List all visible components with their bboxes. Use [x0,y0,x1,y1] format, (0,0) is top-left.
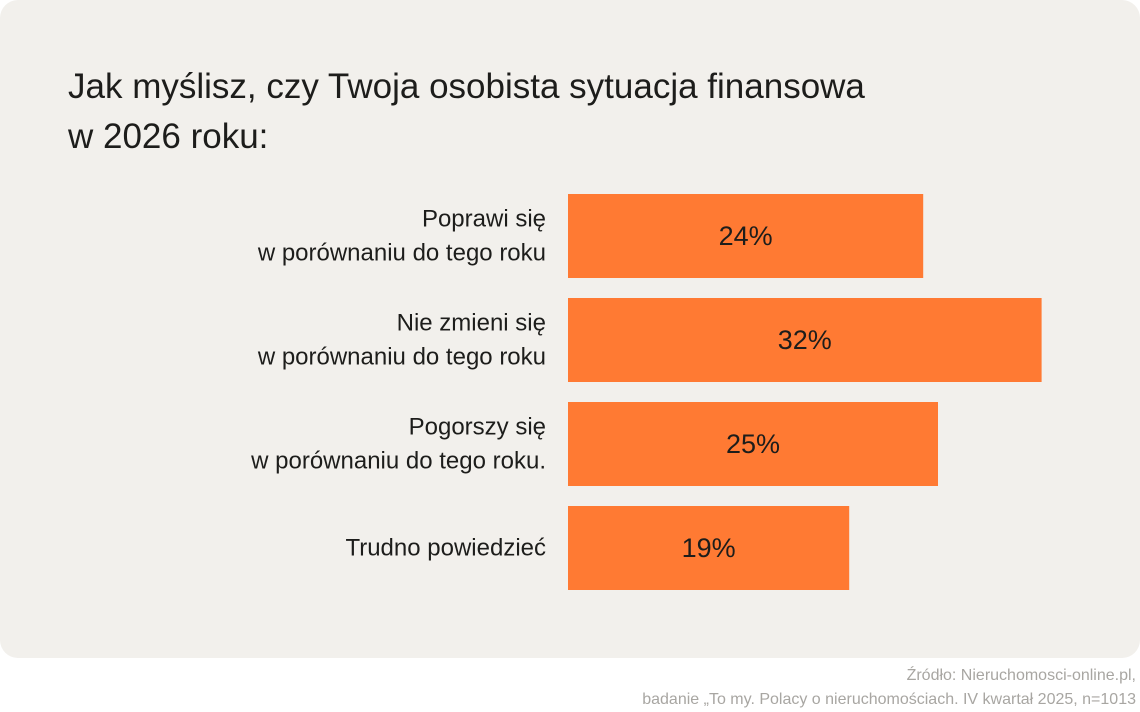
category-label-1-line-2: w porównaniu do tego roku [257,240,546,267]
category-label-4-line-1: Trudno powiedzieć [345,535,546,562]
bar-value-label-4: 19% [682,533,736,563]
category-label-2-line-1: Nie zmieni się [397,310,546,337]
bar-2 [568,298,1042,382]
category-label-3-line-2: w porównaniu do tego roku. [250,448,546,475]
bar-3 [568,402,938,486]
source-line-1: Źródło: Nieruchomosci-online.pl, [906,667,1136,684]
category-label-2-line-2: w porównaniu do tego roku [257,344,546,371]
category-label-3-line-1: Pogorszy się [409,414,546,441]
bar-1 [568,194,924,278]
source-line-2: badanie „To my. Polacy o nieruchomościac… [642,691,1136,708]
chart-title-line-2: w 2026 roku: [68,117,269,156]
bar-4 [568,506,850,590]
bar-chart: 24% Poprawi się w porównaniu do tego roku 3… [250,194,1042,590]
chart-title-line-1: Jak myślisz, czy Twoja osobista sytuacja… [68,67,865,106]
chart-title: Jak myślisz, czy Twoja osobista sytuacja… [68,62,1048,162]
category-label-1-line-1: Poprawi się [422,206,546,233]
bar-value-label-3: 25% [726,429,780,459]
chart-card: Jak myślisz, czy Twoja osobista sytuacja… [0,0,1140,658]
source-note: Źródło: Nieruchomosci-online.pl, badanie… [642,664,1136,712]
bar-value-label-1: 24% [719,221,773,251]
bar-value-label-2: 32% [778,325,832,355]
